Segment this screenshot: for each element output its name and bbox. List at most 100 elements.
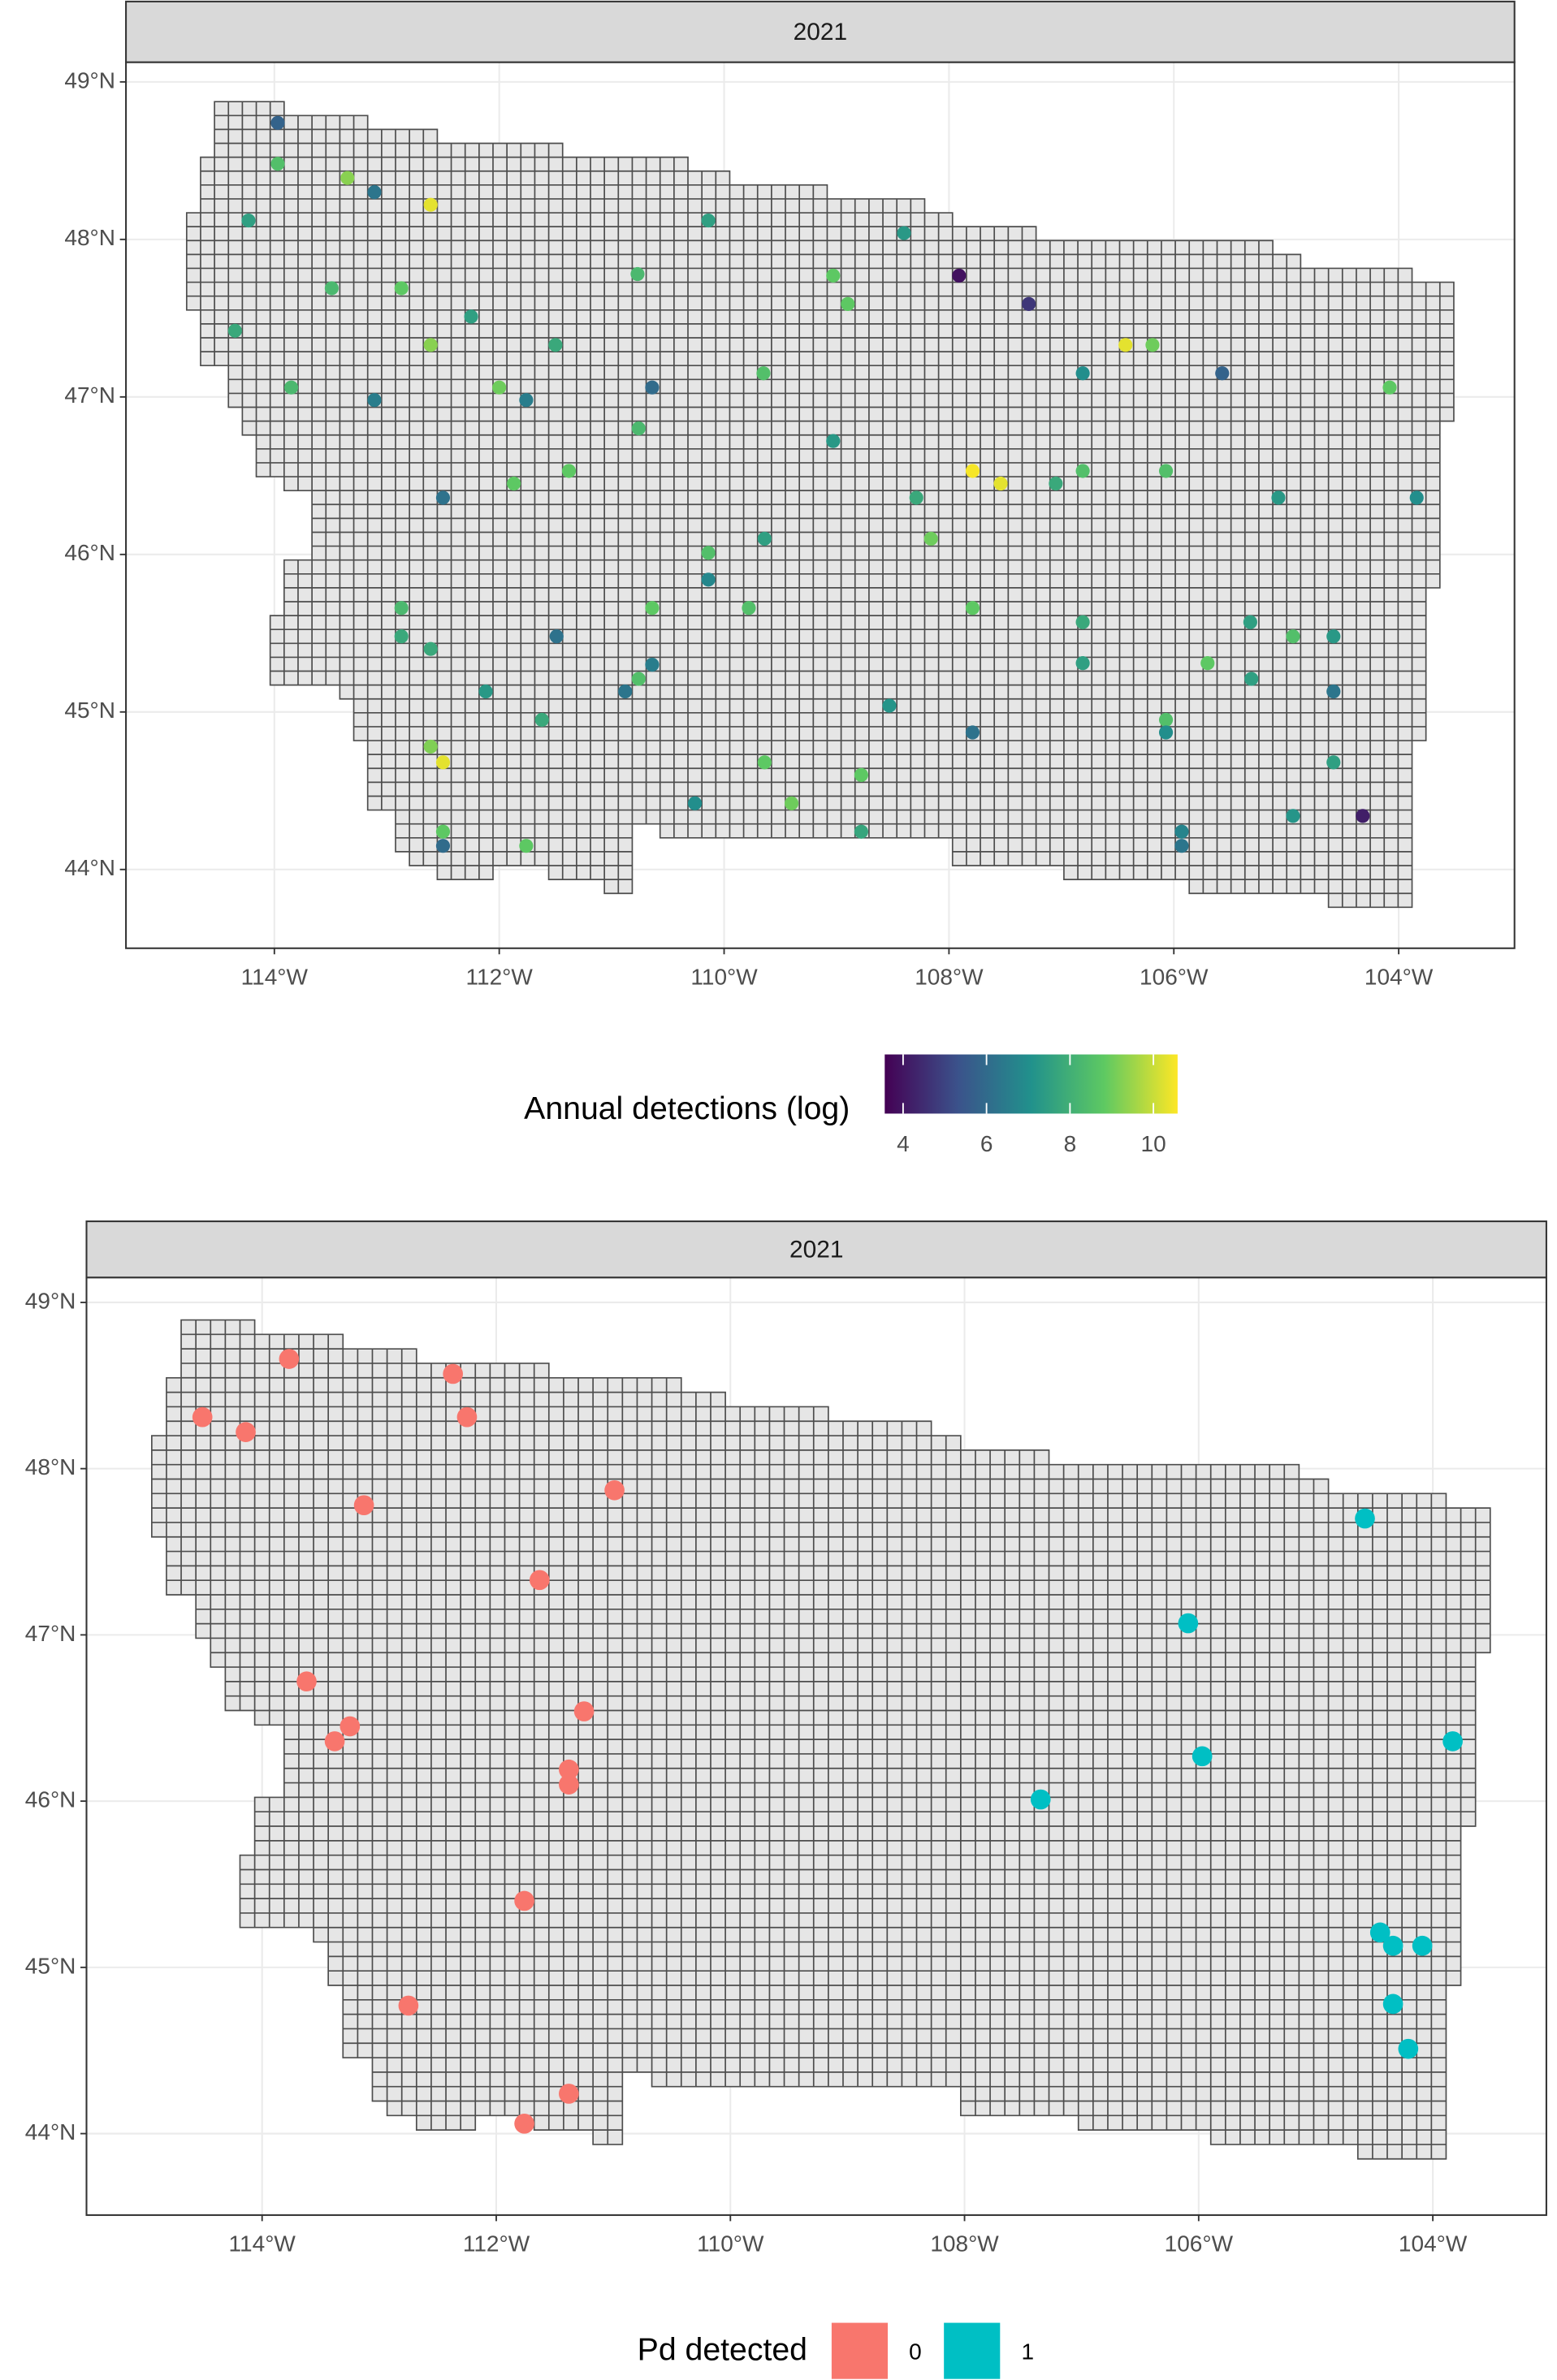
detection-point bbox=[965, 725, 980, 740]
detection-point bbox=[478, 684, 493, 699]
pd-point bbox=[1382, 1993, 1403, 2015]
pd-point bbox=[514, 2113, 534, 2134]
x-tick-label: 108°W bbox=[930, 2231, 999, 2257]
detection-point bbox=[701, 572, 716, 587]
detection-point bbox=[742, 601, 756, 616]
detection-point bbox=[993, 476, 1008, 491]
detection-point bbox=[1158, 464, 1174, 478]
pd-point bbox=[443, 1363, 463, 1384]
detection-point bbox=[1243, 615, 1257, 629]
pd-point bbox=[559, 1759, 579, 1780]
detection-point bbox=[645, 601, 660, 616]
detection-point bbox=[270, 115, 285, 130]
detection-point bbox=[507, 476, 521, 491]
pd-point bbox=[514, 1890, 534, 1911]
detection-point bbox=[1271, 490, 1286, 505]
legend-label: 1 bbox=[1021, 2339, 1034, 2364]
detection-point bbox=[757, 755, 772, 770]
detection-point bbox=[394, 629, 409, 644]
pd-point bbox=[559, 2084, 579, 2104]
colorbar-label: 6 bbox=[980, 1131, 993, 1156]
detection-point bbox=[534, 712, 549, 728]
detection-point bbox=[631, 672, 646, 686]
x-tick-label: 114°W bbox=[229, 2231, 296, 2257]
detection-point bbox=[1326, 684, 1341, 699]
detection-point bbox=[423, 641, 438, 656]
y-tick-label: 47°N bbox=[64, 382, 115, 408]
detection-point bbox=[423, 197, 438, 212]
x-tick-label: 104°W bbox=[1399, 2231, 1468, 2257]
pd-point bbox=[1442, 1731, 1463, 1752]
detection-point bbox=[1158, 712, 1174, 728]
detection-point bbox=[1145, 338, 1160, 352]
x-tick-label: 110°W bbox=[690, 965, 758, 990]
detection-point bbox=[1286, 809, 1300, 823]
pd-point bbox=[1030, 1789, 1051, 1810]
detection-point bbox=[340, 171, 355, 185]
pd-point bbox=[279, 1349, 300, 1369]
detection-point bbox=[784, 796, 799, 810]
detection-point bbox=[367, 393, 382, 408]
y-tick-label: 45°N bbox=[25, 1953, 76, 1978]
y-tick-label: 47°N bbox=[25, 1621, 76, 1646]
detection-point bbox=[1075, 656, 1090, 671]
colorbar-label: 10 bbox=[1141, 1131, 1166, 1156]
x-tick-label: 114°W bbox=[241, 965, 309, 990]
pd-point bbox=[1178, 1613, 1199, 1634]
x-tick-label: 104°W bbox=[1365, 965, 1434, 990]
y-tick-label: 44°N bbox=[25, 2119, 76, 2145]
detection-point bbox=[631, 421, 646, 436]
detection-point bbox=[701, 546, 716, 560]
detection-point bbox=[423, 739, 438, 754]
detection-point bbox=[952, 268, 967, 283]
detection-point bbox=[367, 185, 382, 200]
detection-point bbox=[826, 268, 841, 283]
detection-point bbox=[492, 380, 507, 395]
detection-point bbox=[435, 490, 451, 505]
pd-point bbox=[1382, 1935, 1403, 1956]
detection-point bbox=[1075, 366, 1090, 381]
detection-point bbox=[241, 213, 256, 228]
grid-cells bbox=[151, 1319, 1491, 2160]
detection-point bbox=[549, 629, 564, 644]
pd-point bbox=[1355, 1508, 1375, 1529]
detection-point bbox=[757, 531, 772, 546]
detection-point bbox=[548, 338, 563, 352]
detection-point bbox=[435, 824, 451, 839]
detection-point bbox=[1200, 656, 1215, 671]
y-tick-label: 44°N bbox=[64, 855, 115, 880]
detection-point bbox=[1174, 839, 1189, 853]
detection-point bbox=[618, 684, 633, 699]
detection-point bbox=[841, 296, 855, 311]
detection-point bbox=[1174, 824, 1189, 839]
detection-point bbox=[519, 839, 534, 853]
x-tick-label: 106°W bbox=[1165, 2231, 1234, 2257]
y-tick-label: 49°N bbox=[64, 67, 115, 93]
detection-point bbox=[1158, 725, 1174, 740]
detection-point bbox=[701, 213, 716, 228]
y-tick-label: 45°N bbox=[64, 698, 115, 723]
detection-point bbox=[923, 531, 938, 546]
detection-point bbox=[1326, 755, 1341, 770]
detection-point bbox=[435, 839, 451, 853]
grid-cells bbox=[185, 101, 1455, 909]
panel: 2021 114°W 112°W 110°W 108°W 106°W 104°W 44°N 45… bbox=[25, 1220, 1547, 2379]
x-tick-label: 110°W bbox=[697, 2231, 764, 2257]
detection-point bbox=[464, 309, 478, 324]
detection-point bbox=[283, 380, 299, 395]
pd-point bbox=[340, 1716, 361, 1737]
legend-key bbox=[831, 2322, 889, 2379]
detection-point bbox=[423, 338, 438, 352]
legend-title: Pd detected bbox=[638, 2331, 807, 2367]
pd-point bbox=[192, 1406, 213, 1428]
pd-point bbox=[559, 1774, 579, 1795]
y-tick-label: 48°N bbox=[64, 225, 115, 250]
x-tick-label: 106°W bbox=[1140, 965, 1209, 990]
detection-point bbox=[435, 755, 451, 770]
detection-point bbox=[1075, 464, 1090, 478]
y-tick-label: 46°N bbox=[64, 540, 115, 565]
pd-point bbox=[1192, 1746, 1213, 1767]
detection-point bbox=[561, 464, 577, 478]
detection-point bbox=[1382, 380, 1397, 395]
